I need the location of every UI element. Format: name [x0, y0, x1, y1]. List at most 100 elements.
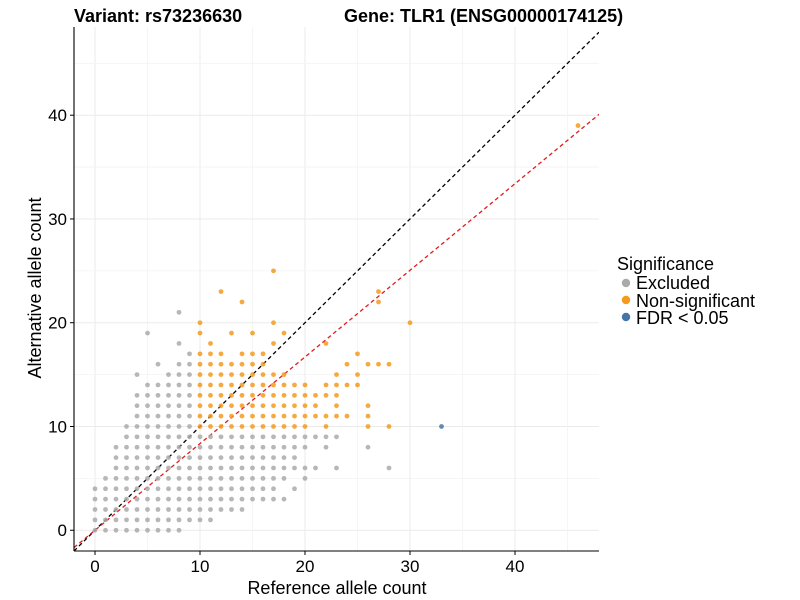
- data-point-non-significant: [208, 424, 213, 429]
- data-point-non-significant: [344, 413, 350, 419]
- data-point-non-significant: [365, 413, 371, 419]
- data-point-excluded: [334, 434, 339, 440]
- data-point-excluded: [187, 465, 192, 471]
- data-point-non-significant: [271, 382, 276, 388]
- data-point-excluded: [124, 496, 129, 502]
- data-point-excluded: [187, 413, 192, 419]
- data-point-excluded: [176, 475, 182, 481]
- reference-lines: [74, 31, 599, 551]
- data-point-non-significant: [271, 268, 276, 274]
- data-point-non-significant: [218, 289, 224, 294]
- data-point-non-significant: [281, 392, 287, 398]
- data-point-excluded: [292, 465, 297, 471]
- data-point-non-significant: [229, 403, 234, 409]
- data-point-non-significant: [208, 403, 213, 409]
- y-axis-ticks: 0 10 20 30 40: [48, 106, 74, 540]
- data-point-excluded: [271, 475, 276, 481]
- data-point-excluded: [145, 455, 150, 461]
- data-point-excluded: [155, 517, 161, 523]
- data-point-non-significant: [260, 413, 266, 419]
- data-point-excluded: [187, 486, 192, 492]
- data-point-excluded: [365, 444, 371, 450]
- data-point-non-significant: [250, 372, 255, 378]
- chart-title-gene: Gene: TLR1 (ENSG00000174125): [344, 6, 623, 26]
- data-point-excluded: [187, 475, 192, 481]
- data-point-non-significant: [208, 372, 213, 378]
- data-point-non-significant: [250, 392, 255, 398]
- data-point-non-significant: [218, 361, 224, 367]
- data-point-non-significant: [323, 424, 329, 429]
- data-point-excluded: [166, 403, 171, 409]
- data-point-excluded: [124, 424, 129, 429]
- legend-title: Significance: [617, 254, 714, 274]
- data-point-excluded: [166, 455, 171, 461]
- data-point-non-significant: [355, 372, 360, 378]
- data-point-excluded: [155, 486, 161, 492]
- data-point-excluded: [145, 475, 150, 481]
- data-point-excluded: [124, 517, 129, 523]
- data-point-non-significant: [365, 403, 371, 409]
- data-point-excluded: [134, 403, 140, 409]
- data-point-non-significant: [229, 392, 234, 398]
- plot-gridlines: [74, 27, 599, 551]
- data-point-excluded: [281, 455, 287, 461]
- data-point-excluded: [197, 517, 203, 523]
- data-point-excluded: [229, 507, 234, 512]
- data-point-excluded: [145, 507, 150, 512]
- data-point-excluded: [281, 496, 287, 502]
- data-point-non-significant: [250, 351, 255, 357]
- x-tick-label: 0: [90, 557, 99, 576]
- data-point-non-significant: [218, 392, 224, 398]
- data-point-excluded: [113, 507, 119, 512]
- data-point-non-significant: [292, 382, 297, 388]
- data-point-non-significant: [281, 413, 287, 419]
- data-point-excluded: [176, 434, 182, 440]
- data-point-non-significant: [386, 424, 392, 429]
- data-point-non-significant: [323, 413, 329, 419]
- data-point-excluded: [145, 403, 150, 409]
- data-point-excluded: [145, 434, 150, 440]
- data-point-non-significant: [386, 361, 392, 367]
- data-point-non-significant: [239, 413, 245, 419]
- data-point-excluded: [250, 434, 255, 440]
- data-point-non-significant: [239, 392, 245, 398]
- data-point-excluded: [229, 434, 234, 440]
- data-point-excluded: [197, 507, 203, 512]
- data-point-excluded: [208, 434, 213, 440]
- data-point-excluded: [155, 455, 161, 461]
- data-point-non-significant: [334, 413, 339, 419]
- reference-line-identity: [74, 31, 599, 551]
- data-point-excluded: [92, 527, 98, 533]
- data-point-non-significant: [334, 403, 339, 409]
- data-point-excluded: [229, 455, 234, 461]
- data-point-non-significant: [250, 382, 255, 388]
- y-tick-label: 10: [48, 417, 67, 436]
- data-point-non-significant: [313, 403, 318, 409]
- data-point-excluded: [166, 465, 171, 471]
- data-point-excluded: [250, 465, 255, 471]
- data-point-non-significant: [334, 372, 339, 378]
- data-point-excluded: [124, 465, 129, 471]
- data-point-excluded: [197, 486, 203, 492]
- data-point-excluded: [92, 517, 98, 523]
- data-point-excluded: [176, 486, 182, 492]
- data-point-excluded: [145, 517, 150, 523]
- data-point-excluded: [92, 486, 98, 492]
- data-point-excluded: [187, 424, 192, 429]
- data-point-excluded: [166, 413, 171, 419]
- data-point-non-significant: [260, 372, 266, 378]
- data-point-excluded: [187, 444, 192, 450]
- data-point-non-significant: [292, 403, 297, 409]
- data-point-excluded: [334, 465, 339, 471]
- data-point-non-significant: [313, 413, 318, 419]
- data-point-excluded: [113, 475, 119, 481]
- data-point-non-significant: [407, 320, 413, 326]
- data-point-non-significant: [208, 382, 213, 388]
- data-point-excluded: [323, 434, 329, 440]
- data-point-excluded: [197, 496, 203, 502]
- data-point-excluded: [124, 434, 129, 440]
- data-point-non-significant: [218, 351, 224, 357]
- data-point-excluded: [187, 351, 192, 357]
- data-point-excluded: [260, 486, 266, 492]
